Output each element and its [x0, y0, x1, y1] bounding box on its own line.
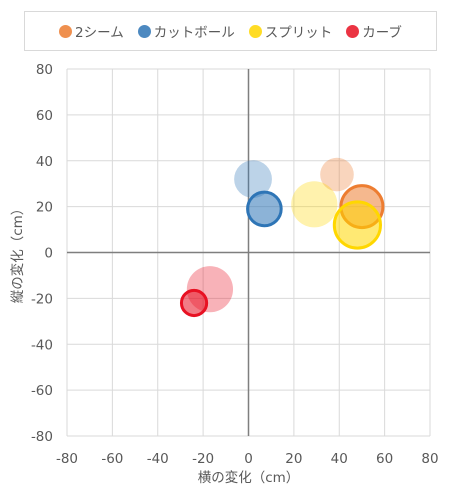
legend-item-2seam: 2シーム — [59, 21, 124, 41]
bubble-faded — [291, 181, 338, 228]
legend-label-2seam: 2シーム — [75, 25, 124, 41]
bubble-point — [246, 190, 283, 228]
legend-item-cutball: カットボール — [137, 21, 235, 41]
y-tick-label: 0 — [44, 246, 53, 262]
y-tick-label: -40 — [31, 337, 53, 353]
legend-item-curve: カーブ — [346, 21, 402, 41]
legend-label-cutball: カットボール — [153, 25, 235, 41]
y-tick-label: 60 — [36, 108, 53, 124]
legend-label-split: スプリット — [264, 25, 333, 41]
y-tick-label: 40 — [36, 154, 53, 170]
y-tick-label: -20 — [31, 291, 53, 307]
x-tick-label: 40 — [331, 451, 348, 467]
x-tick-label: 20 — [285, 451, 302, 467]
legend-swatch-split — [248, 24, 262, 38]
chart-legend: 2シーム カットボール スプリット カーブ — [24, 11, 437, 51]
x-tick-label: -40 — [147, 451, 169, 467]
bubble-point — [332, 200, 382, 250]
x-tick-label: -20 — [192, 451, 214, 467]
legend-item-split: スプリット — [248, 21, 333, 41]
x-tick-label: -80 — [56, 451, 78, 467]
y-axis-title: 縦の変化（cm） — [9, 202, 26, 304]
bubble-faded — [320, 157, 354, 192]
y-tick-label: -80 — [31, 429, 53, 445]
y-tick-label: 20 — [36, 200, 53, 216]
x-tick-label: 80 — [421, 451, 438, 467]
bubble-point — [179, 288, 209, 318]
x-axis-title: 横の変化（cm） — [198, 469, 300, 486]
x-tick-label: -60 — [101, 451, 123, 467]
axes — [67, 69, 430, 436]
tick-labels: -80 -60 -40 -20 0 20 40 60 80 80 60 40 20 0 -20 -40 -60 -… — [31, 62, 439, 467]
legend-swatch-cutball — [137, 24, 151, 38]
y-tick-label: 80 — [36, 62, 53, 78]
x-tick-label: 0 — [244, 451, 253, 467]
x-tick-label: 60 — [376, 451, 393, 467]
legend-label-curve: カーブ — [362, 25, 402, 41]
y-tick-label: -60 — [31, 383, 53, 399]
legend-swatch-2seam — [59, 24, 73, 38]
bubbles — [179, 157, 385, 318]
bubble-faded — [234, 160, 272, 199]
legend-swatch-curve — [346, 24, 360, 38]
